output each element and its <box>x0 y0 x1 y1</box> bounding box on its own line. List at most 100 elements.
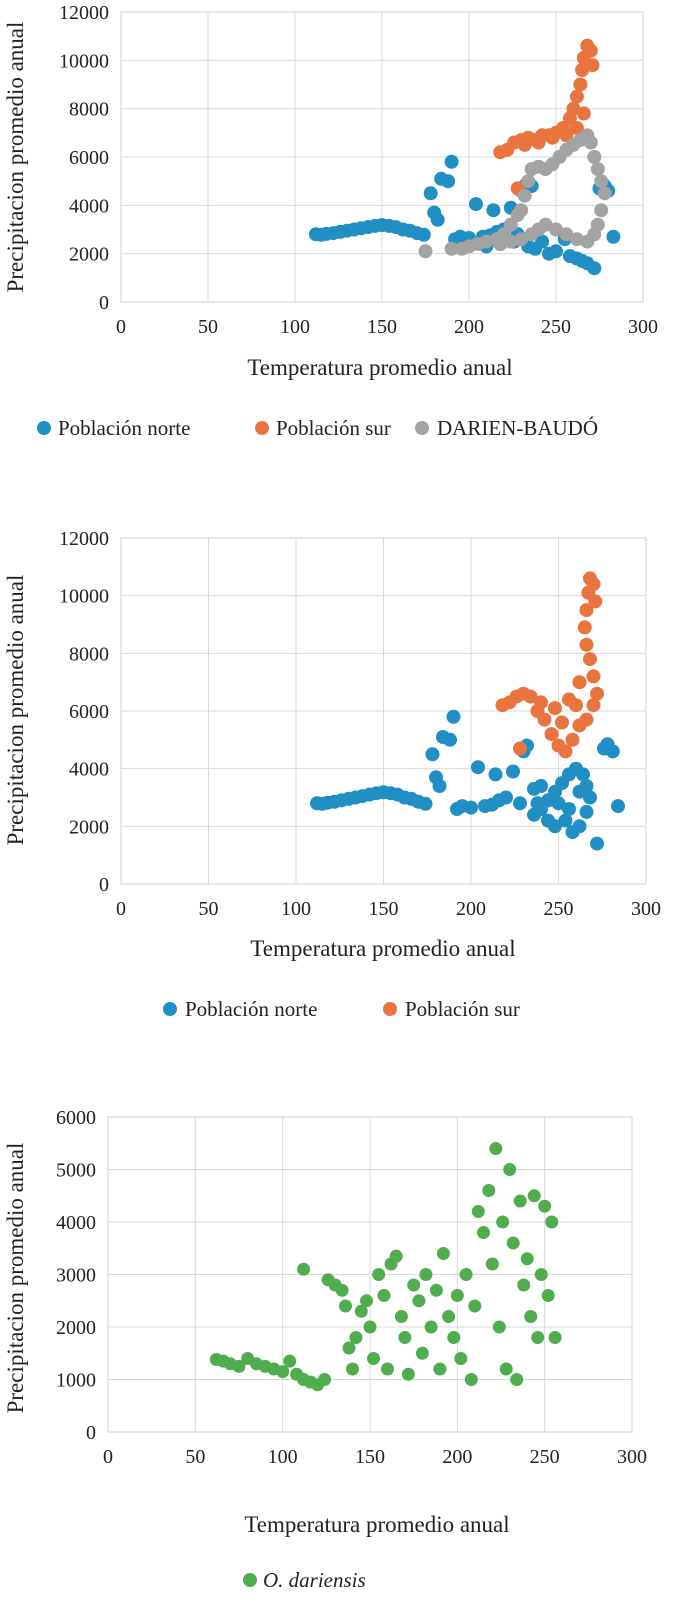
x-tick-label: 200 <box>442 1446 472 1468</box>
legend-label-norte-1: Población norte <box>58 416 190 440</box>
x-axis-label-1: Temperatura promedio anual <box>247 355 512 380</box>
data-point <box>573 77 588 92</box>
y-tick-label: 2000 <box>69 816 109 838</box>
data-point <box>486 203 501 218</box>
data-point <box>503 1163 517 1176</box>
x-tick-label: 150 <box>369 898 399 920</box>
y-tick-label: 0 <box>99 292 109 314</box>
y-tick-label: 2000 <box>56 1317 96 1339</box>
data-point <box>558 813 573 828</box>
series-blue <box>308 154 621 276</box>
data-point <box>377 1289 391 1302</box>
data-point <box>530 796 545 811</box>
x-tick-label: 50 <box>198 316 218 338</box>
data-point <box>367 1352 380 1365</box>
data-point <box>538 1199 552 1213</box>
data-point <box>514 203 529 218</box>
data-point <box>394 1310 408 1323</box>
data-point <box>276 1365 290 1379</box>
legend-label-sur-1: Población sur <box>276 416 391 440</box>
data-point <box>415 1346 429 1360</box>
data-point <box>537 712 552 727</box>
data-point <box>510 1373 524 1386</box>
data-point <box>585 58 600 73</box>
data-point <box>569 121 584 135</box>
data-point <box>506 764 520 779</box>
data-point <box>611 799 625 814</box>
series-orange <box>493 38 600 196</box>
data-point <box>363 1320 377 1334</box>
data-point <box>489 1142 503 1155</box>
legend-3: O. dariensis <box>243 1568 366 1592</box>
data-point <box>545 130 560 145</box>
data-point <box>436 1247 450 1260</box>
data-point <box>566 101 581 116</box>
data-point <box>590 836 604 851</box>
y-axis-label-1: Precipitacion promedio anual <box>3 22 28 293</box>
data-point <box>579 637 594 652</box>
legend-label-sur-2: Población sur <box>405 997 520 1021</box>
data-point <box>586 577 601 592</box>
data-point <box>541 1289 555 1302</box>
data-point <box>544 727 559 742</box>
data-point <box>297 1262 311 1276</box>
data-point <box>534 695 548 710</box>
series-green <box>209 1142 562 1392</box>
y-tick-label: 8000 <box>69 643 109 665</box>
legend-marker-dariensis-3 <box>243 1573 257 1587</box>
data-point <box>432 779 447 793</box>
x-tick-label: 150 <box>355 1446 385 1468</box>
data-point <box>531 135 546 150</box>
y-axis-label-2: Precipitacion promedio anual <box>3 575 28 846</box>
data-point <box>558 744 573 759</box>
y-tick-label: 4000 <box>69 759 109 781</box>
data-point <box>499 790 513 805</box>
x-axis-label-3: Temperatura promedio anual <box>244 1512 509 1537</box>
data-point <box>541 813 555 828</box>
legend-2: Población norte Población sur <box>163 997 520 1021</box>
y-tick-label: 2000 <box>69 244 109 266</box>
data-point <box>482 1184 496 1197</box>
legend-marker-sur-2 <box>383 1002 397 1016</box>
data-point <box>565 732 580 747</box>
x-tick-label: 250 <box>541 316 571 338</box>
data-point <box>419 1268 433 1281</box>
x-axis-label-2: Temperatura promedio anual <box>250 936 515 961</box>
data-point <box>569 232 584 247</box>
data-point <box>576 767 590 782</box>
data-point <box>283 1354 297 1368</box>
data-point <box>569 698 583 713</box>
data-point <box>524 227 539 242</box>
chart-3: 0 50 100 150 200 250 3000100020003000400050006… <box>3 1107 647 1592</box>
y-tick-label: 3000 <box>56 1265 96 1287</box>
data-point <box>464 800 478 815</box>
series-gray <box>418 128 612 259</box>
data-point <box>454 1352 468 1365</box>
data-point <box>416 227 431 242</box>
data-point <box>503 234 518 249</box>
data-point <box>548 1331 562 1344</box>
x-tick-label: 200 <box>456 898 486 920</box>
data-point <box>523 689 538 704</box>
data-point <box>342 1341 356 1355</box>
data-point <box>583 652 597 667</box>
data-point <box>513 741 527 756</box>
data-point <box>513 1194 527 1208</box>
x-tick-label: 50 <box>199 898 219 920</box>
data-point <box>588 594 603 609</box>
series-blue <box>310 709 625 851</box>
x-tick-label: 100 <box>280 316 310 338</box>
data-point <box>548 701 562 716</box>
data-point <box>407 1278 421 1292</box>
legend-label-norte-2: Población norte <box>185 997 317 1021</box>
data-point <box>583 790 597 805</box>
data-point <box>572 675 587 690</box>
data-point <box>389 1249 403 1263</box>
data-point <box>513 796 527 811</box>
legend-label-dariensis-3: O. dariensis <box>263 1568 366 1592</box>
data-point <box>506 1236 520 1250</box>
data-point <box>583 135 598 150</box>
data-point <box>398 1331 412 1344</box>
data-point <box>496 1215 510 1229</box>
data-point <box>520 1252 534 1266</box>
